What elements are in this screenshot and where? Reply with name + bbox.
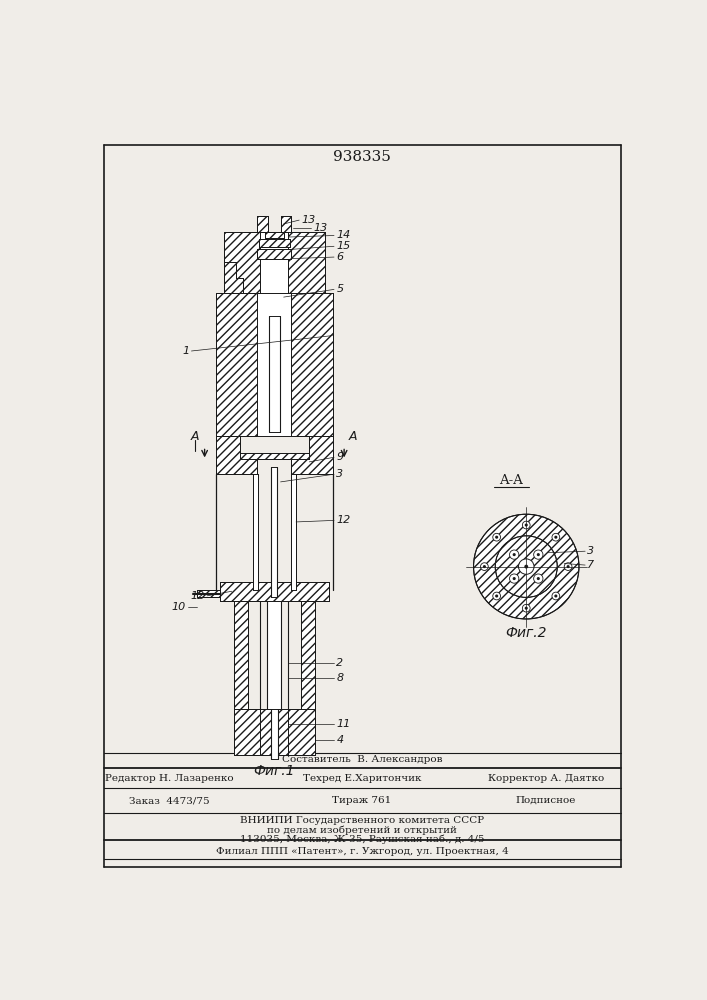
Text: 13: 13: [301, 215, 316, 225]
Bar: [267, 601, 281, 709]
Text: 3: 3: [337, 469, 344, 479]
Circle shape: [510, 550, 519, 559]
Text: Филиал ППП «Патент», г. Ужгород, ул. Проектная, 4: Филиал ППП «Патент», г. Ужгород, ул. Про…: [216, 847, 508, 856]
Circle shape: [554, 536, 557, 539]
Bar: [291, 474, 296, 590]
Circle shape: [513, 553, 515, 556]
Bar: [260, 232, 288, 293]
Circle shape: [534, 574, 543, 583]
Bar: [269, 316, 280, 432]
Text: 10: 10: [171, 602, 185, 612]
Circle shape: [525, 565, 528, 569]
Circle shape: [554, 594, 557, 598]
Text: Редактор Н. Лазаренко: Редактор Н. Лазаренко: [105, 774, 234, 783]
Circle shape: [474, 514, 579, 619]
Polygon shape: [259, 239, 290, 247]
Text: 13: 13: [313, 223, 327, 233]
Circle shape: [537, 577, 540, 580]
Polygon shape: [216, 436, 257, 474]
Text: 8: 8: [337, 673, 344, 683]
Bar: [271, 466, 277, 597]
Polygon shape: [300, 601, 315, 709]
Circle shape: [564, 563, 572, 570]
Polygon shape: [265, 232, 284, 238]
Text: 3: 3: [587, 546, 594, 556]
Text: ВНИИПИ Государственного комитета СССР: ВНИИПИ Государственного комитета СССР: [240, 816, 484, 825]
Circle shape: [525, 523, 528, 527]
Circle shape: [510, 574, 519, 583]
Polygon shape: [234, 709, 315, 755]
Bar: [271, 709, 279, 759]
Polygon shape: [257, 216, 268, 232]
Text: Заказ  4473/75: Заказ 4473/75: [129, 796, 210, 805]
Polygon shape: [291, 293, 332, 436]
Text: Техред Е.Харитончик: Техред Е.Харитончик: [303, 774, 421, 783]
Polygon shape: [197, 590, 220, 597]
Text: 15: 15: [337, 241, 351, 251]
Text: A: A: [191, 430, 199, 443]
Circle shape: [481, 563, 489, 570]
Polygon shape: [234, 601, 248, 709]
Polygon shape: [240, 453, 309, 459]
Text: 12: 12: [337, 515, 351, 525]
Circle shape: [495, 536, 498, 539]
Text: Корректор А. Даятко: Корректор А. Даятко: [488, 774, 604, 783]
Circle shape: [483, 565, 486, 568]
Circle shape: [525, 607, 528, 610]
Circle shape: [534, 550, 543, 559]
Text: 11: 11: [337, 719, 351, 729]
Bar: [252, 474, 258, 590]
Text: Фиг.1: Фиг.1: [254, 764, 295, 778]
Text: A: A: [349, 430, 357, 443]
Text: 938335: 938335: [333, 150, 391, 164]
Circle shape: [493, 592, 501, 600]
Circle shape: [495, 536, 557, 597]
Text: Составитель  В. Александров: Составитель В. Александров: [281, 755, 442, 764]
Text: 6: 6: [337, 252, 344, 262]
Bar: [257, 293, 291, 436]
Polygon shape: [257, 249, 291, 259]
Circle shape: [552, 533, 560, 541]
Circle shape: [552, 592, 560, 600]
Text: Подписное: Подписное: [515, 796, 575, 805]
Circle shape: [495, 594, 498, 598]
Text: 7: 7: [587, 560, 594, 570]
Polygon shape: [288, 232, 325, 293]
Text: Тираж 761: Тираж 761: [332, 796, 392, 805]
Circle shape: [518, 559, 534, 574]
Text: 9: 9: [337, 452, 344, 462]
Text: 113035, Москва, Ж-35, Раушская наб., д. 4/5: 113035, Москва, Ж-35, Раушская наб., д. …: [240, 834, 484, 844]
Polygon shape: [216, 293, 257, 436]
Polygon shape: [260, 709, 288, 755]
Text: 1: 1: [182, 346, 189, 356]
Circle shape: [513, 577, 515, 580]
Polygon shape: [291, 436, 332, 474]
Circle shape: [522, 604, 530, 612]
Circle shape: [566, 565, 570, 568]
Text: 12: 12: [190, 591, 204, 601]
Text: 2: 2: [337, 658, 344, 668]
Text: A-A: A-A: [499, 474, 522, 487]
Text: 5: 5: [337, 284, 344, 294]
Polygon shape: [220, 582, 329, 601]
Text: 4: 4: [337, 735, 344, 745]
Circle shape: [537, 553, 540, 556]
Polygon shape: [224, 262, 243, 293]
Text: 14: 14: [337, 231, 351, 240]
Text: по делам изобретений и открытий: по делам изобретений и открытий: [267, 825, 457, 835]
Polygon shape: [281, 216, 291, 232]
Text: Фиг.2: Фиг.2: [506, 626, 547, 640]
Polygon shape: [224, 232, 260, 293]
Circle shape: [522, 521, 530, 529]
Circle shape: [493, 533, 501, 541]
